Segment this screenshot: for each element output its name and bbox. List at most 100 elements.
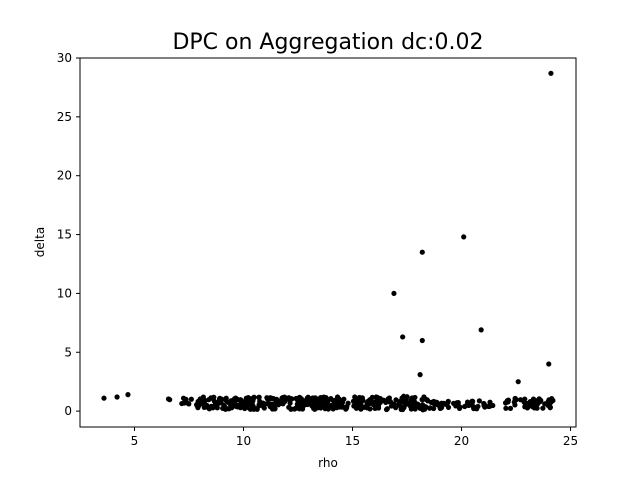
outlier-point <box>548 70 554 76</box>
data-point <box>431 398 437 405</box>
outlier-point <box>461 234 467 240</box>
data-point <box>353 397 359 403</box>
data-point <box>453 403 459 409</box>
data-point <box>444 401 450 408</box>
data-point <box>286 395 292 401</box>
data-point <box>318 394 324 401</box>
data-point <box>360 397 366 403</box>
y-tick-label: 5 <box>64 345 72 359</box>
data-point <box>311 405 317 411</box>
data-point <box>471 405 477 412</box>
data-point <box>297 395 303 401</box>
data-point <box>419 397 425 403</box>
data-point <box>364 405 370 411</box>
data-point <box>310 397 317 403</box>
data-point <box>512 396 518 402</box>
y-tick-label: 30 <box>57 51 72 65</box>
data-point <box>512 402 518 408</box>
data-point <box>271 401 277 407</box>
data-point <box>381 397 387 403</box>
data-point <box>246 405 252 411</box>
plot-frame <box>79 57 577 428</box>
data-point <box>503 405 509 411</box>
data-point <box>206 397 212 403</box>
x-axis-ticks: 5 10 15 20 25 <box>131 427 578 448</box>
data-point <box>502 400 509 406</box>
x-tick-label: 20 <box>454 434 469 448</box>
data-point <box>287 400 293 406</box>
data-point <box>372 405 378 412</box>
data-point <box>251 405 257 411</box>
data-point <box>387 398 394 405</box>
data-point <box>256 403 262 409</box>
data-point <box>524 405 530 411</box>
data-point <box>186 401 192 407</box>
outlier-point <box>400 334 406 340</box>
data-point <box>294 401 300 407</box>
y-tick-label: 20 <box>57 169 72 183</box>
data-point <box>476 398 482 404</box>
data-point <box>299 401 305 407</box>
data-point <box>540 405 546 411</box>
y-tick-label: 10 <box>57 286 72 300</box>
x-axis-label: rho <box>318 456 338 470</box>
x-tick-label: 10 <box>236 434 251 448</box>
data-point <box>353 402 359 408</box>
data-point <box>304 401 311 408</box>
data-point <box>365 398 371 405</box>
data-point <box>412 394 418 401</box>
data-point <box>344 403 350 410</box>
data-point <box>534 405 540 411</box>
y-tick-label: 25 <box>57 110 72 124</box>
y-axis-label: delta <box>33 227 47 257</box>
data-point <box>369 394 375 401</box>
data-point <box>388 403 395 409</box>
data-point <box>291 406 298 412</box>
outlier-point <box>391 290 397 297</box>
data-point <box>329 403 335 409</box>
outlier-point <box>417 372 423 378</box>
data-point <box>325 398 331 404</box>
data-point <box>542 401 548 407</box>
outlier-point <box>515 379 521 385</box>
outlier-point <box>101 395 107 401</box>
data-point <box>325 406 331 412</box>
data-point <box>427 405 433 411</box>
x-tick-label: 15 <box>345 434 360 448</box>
data-point <box>507 405 514 411</box>
data-point <box>194 402 200 409</box>
data-point <box>229 402 235 408</box>
data-point <box>238 397 244 403</box>
data-point <box>241 403 247 409</box>
data-point <box>339 399 346 406</box>
data-point <box>242 398 249 405</box>
data-point <box>269 395 275 401</box>
outlier-point <box>419 337 425 344</box>
data-point <box>358 406 364 412</box>
data-point <box>336 396 342 402</box>
data-point <box>188 396 194 402</box>
data-point <box>400 405 407 411</box>
data-point <box>469 401 475 407</box>
x-tick-label: 5 <box>131 434 139 448</box>
data-point <box>486 403 493 409</box>
data-point <box>281 394 288 400</box>
data-point <box>546 397 552 403</box>
data-point <box>522 396 528 402</box>
data-point <box>205 405 211 411</box>
data-point <box>438 405 444 411</box>
data-point <box>529 404 536 410</box>
y-tick-label: 15 <box>57 228 72 242</box>
data-point <box>334 405 340 411</box>
data-point <box>211 403 218 409</box>
data-point <box>167 397 173 403</box>
data-point <box>402 397 408 403</box>
data-point <box>517 397 524 403</box>
outlier-point <box>546 361 552 367</box>
data-point <box>222 404 228 410</box>
data-point <box>247 396 253 403</box>
data-point <box>211 394 217 400</box>
data-point <box>411 405 417 411</box>
data-point <box>219 396 225 402</box>
